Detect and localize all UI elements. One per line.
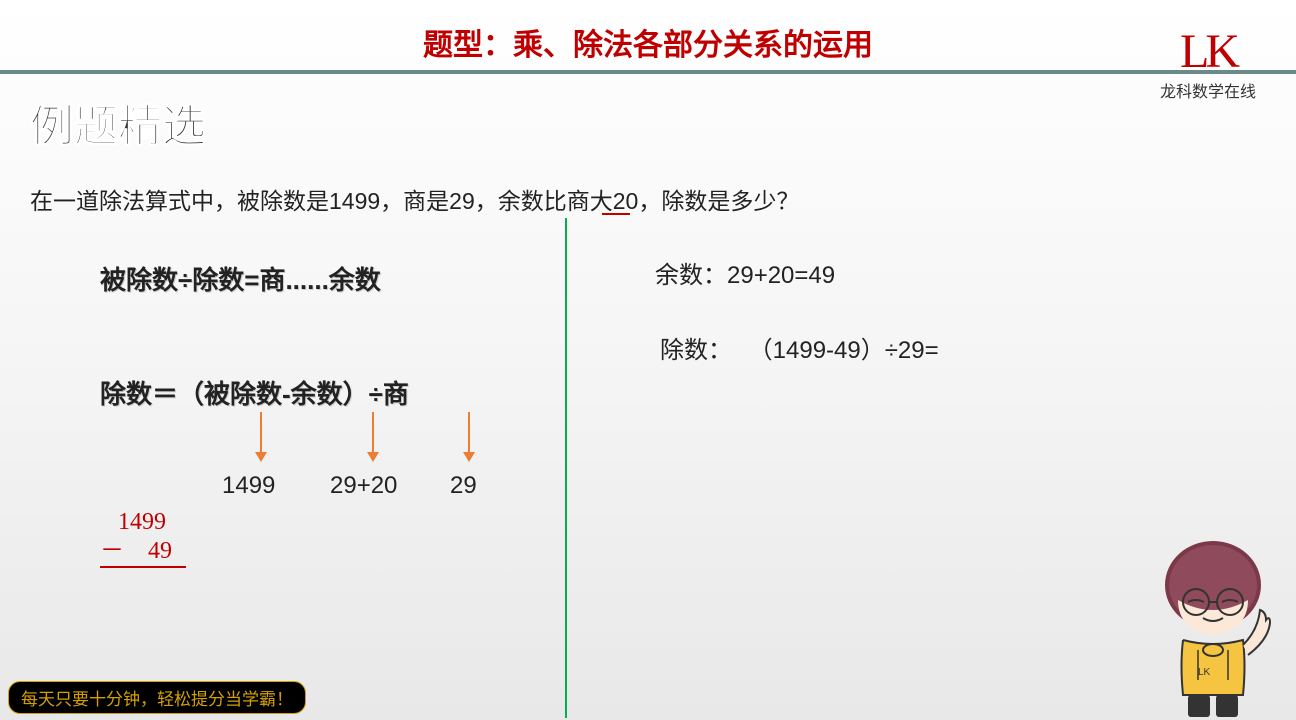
header-rule [0, 70, 1296, 74]
arrow-icon [260, 412, 262, 460]
handwritten-subtraction: 1499 － 49 [100, 508, 186, 568]
solution-divisor-label: 除数： [660, 337, 732, 364]
arrow-icon [468, 412, 470, 460]
underline-emphasis [602, 213, 630, 215]
footer-badge: 每天只要十分钟，轻松提分当学霸！ [8, 681, 306, 714]
value-quotient: 29 [450, 472, 477, 500]
value-remainder-expr: 29+20 [330, 472, 397, 500]
formula-division-relation: 被除数÷除数=商......余数 [100, 260, 381, 297]
solution-divisor: 除数： （1499-49）÷29= [660, 330, 939, 365]
hand-line2: － 49 [100, 537, 186, 568]
hand-line1: 1499 [100, 508, 186, 537]
logo-sub: 龙科数学在线 [1160, 78, 1256, 102]
solution-divisor-expr: （1499-49）÷29= [749, 337, 939, 364]
logo: LK 龙科数学在线 [1160, 28, 1256, 102]
mascot-character: LK [1148, 520, 1278, 720]
value-dividend: 1499 [222, 472, 275, 500]
problem-text: 在一道除法算式中，被除数是1499，商是29，余数比商大20，除数是多少？ [30, 182, 799, 216]
formula-divisor-solve: 除数＝（被除数-余数）÷商 [100, 374, 409, 411]
divider-vertical [565, 218, 567, 718]
arrow-icon [372, 412, 374, 460]
solution-remainder: 余数：29+20=49 [655, 255, 835, 290]
section-title: 例题精选 [30, 90, 206, 154]
page-title: 题型：乘、除法各部分关系的运用 [0, 20, 1296, 64]
logo-main: LK [1160, 28, 1256, 76]
svg-text:LK: LK [1198, 667, 1211, 678]
